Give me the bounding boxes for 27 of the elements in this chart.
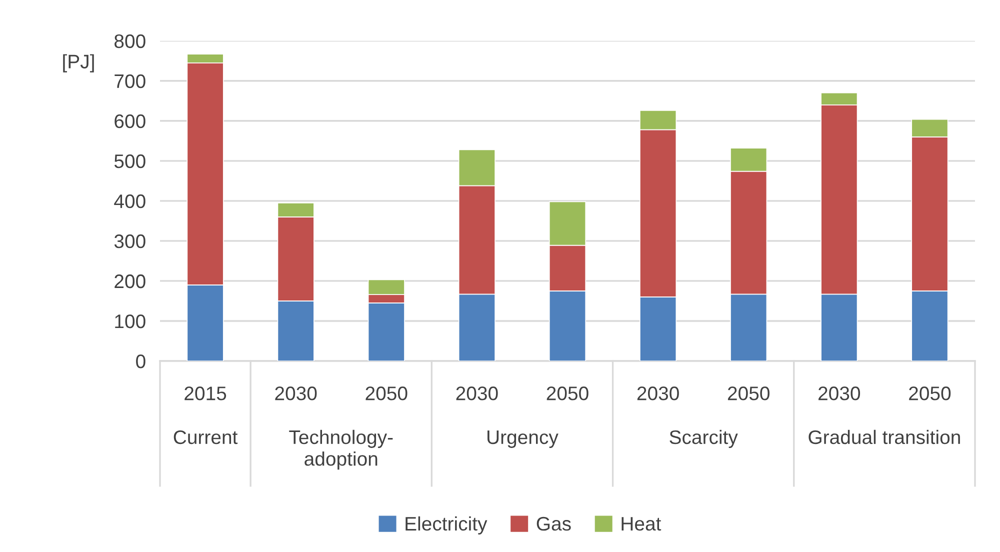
x-tick-label: 2050 (366, 386, 408, 400)
y-tick-label: 800 (114, 34, 146, 48)
text: Scarcity (670, 430, 738, 448)
y-tick-label: 0 (136, 354, 146, 368)
y-tick-label: 500 (114, 154, 146, 168)
y-tick-label: 400 (114, 194, 146, 208)
legend-label: Electricity (406, 516, 488, 534)
legend-label: Heat (622, 517, 662, 531)
y-axis-title: [PJ] (63, 54, 94, 72)
y-tick-label: 600 (114, 114, 146, 128)
y-tick-label: 300 (114, 234, 146, 248)
text: Urgency (488, 430, 558, 448)
x-tick-label: 2015 (184, 386, 226, 400)
y-tick-label: 700 (114, 74, 146, 88)
x-tick-label: 2030 (637, 386, 679, 400)
text: Current (174, 430, 238, 444)
text: Gradual transition (808, 430, 960, 444)
x-tick-label: 2030 (275, 386, 317, 400)
x-tick-label: 2030 (818, 386, 860, 400)
text: Technology- adoption (289, 430, 393, 470)
y-tick-label: 100 (115, 314, 146, 328)
legend-label: Gas (536, 516, 571, 531)
x-tick-label: 2050 (728, 386, 770, 400)
x-tick-label: 2050 (909, 386, 951, 400)
x-tick-label: 2050 (546, 386, 588, 400)
x-tick-label: 2030 (456, 386, 498, 400)
y-tick-label: 200 (114, 274, 146, 288)
